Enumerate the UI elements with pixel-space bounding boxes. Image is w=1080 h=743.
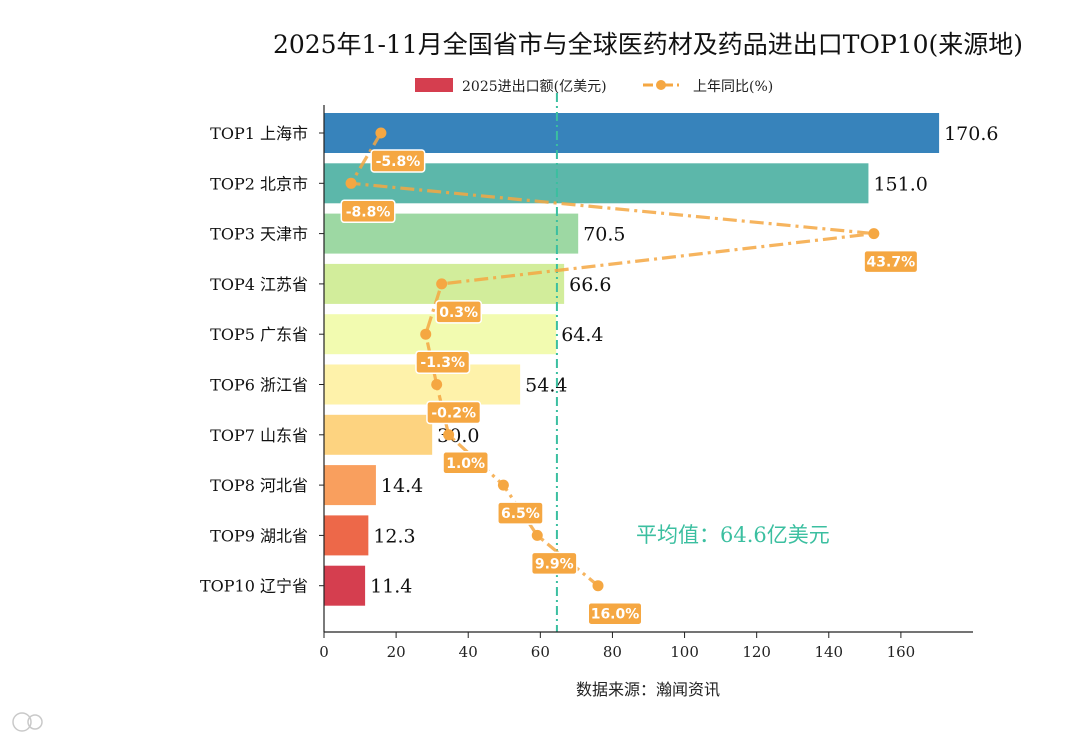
bar-value-label: 54.4 — [525, 375, 567, 397]
x-tick-label: 20 — [387, 643, 406, 661]
yoy-value-label: 0.3% — [439, 305, 478, 321]
yoy-badge: 6.5% — [497, 501, 544, 525]
x-tick-label: 0 — [319, 643, 329, 661]
yoy-badge: -8.8% — [340, 199, 396, 224]
y-tick-label: TOP1 上海市 — [210, 124, 308, 143]
bar-value-label: 66.6 — [569, 274, 611, 296]
yoy-badge: -0.2% — [426, 400, 482, 425]
yoy-value-label: 6.5% — [501, 506, 540, 522]
yoy-point — [436, 278, 448, 290]
y-axis-labels: TOP1 上海市 TOP2 北京市 TOP3 天津市 TOP4 江苏省 TOP5 广东省… — [200, 124, 308, 596]
yoy-value-label: 9.9% — [535, 556, 574, 572]
yoy-badge: -5.8% — [370, 149, 426, 173]
yoy-badge-box — [863, 249, 919, 274]
yoy-badge-box — [442, 451, 489, 475]
yoy-value-label: 16.0% — [591, 607, 640, 623]
bar-value-label: 12.3 — [373, 525, 415, 547]
yoy-badge: 9.9% — [530, 551, 578, 576]
yoy-line-group: -5.8% -8.8% 43.7% 0.3% -1.3% -0.2% 1.0% 6.5% 9.9… — [340, 127, 919, 626]
yoy-point — [420, 328, 432, 340]
yoy-point — [345, 177, 357, 189]
yoy-point — [375, 127, 387, 139]
yoy-point — [443, 429, 455, 441]
legend-line-label: 上年同比(%) — [693, 79, 773, 95]
bar-8 — [324, 465, 376, 506]
y-tick-label: TOP7 山东省 — [210, 426, 308, 445]
y-tick-label: TOP8 河北省 — [210, 476, 308, 495]
yoy-badge: 0.3% — [435, 300, 483, 324]
average-label: 平均值：64.6亿美元 — [636, 523, 830, 547]
x-tick-label: 40 — [459, 643, 478, 661]
y-tick-label: TOP9 湖北省 — [210, 526, 308, 545]
y-tick-label: TOP4 江苏省 — [210, 275, 308, 294]
bar-value-label: 11.4 — [370, 576, 412, 598]
y-tick-label: TOP3 天津市 — [210, 225, 308, 244]
bar-value-label: 170.6 — [944, 123, 998, 145]
y-tick-label: TOP6 浙江省 — [210, 376, 308, 395]
bar-value-label: 14.4 — [381, 475, 423, 497]
yoy-badge: 1.0% — [442, 451, 489, 475]
yoy-point — [431, 379, 443, 390]
x-tick-label: 60 — [531, 643, 550, 661]
yoy-badge: -1.3% — [415, 350, 471, 374]
y-tick-label: TOP2 北京市 — [210, 174, 308, 193]
legend-bar-swatch — [415, 78, 453, 92]
x-tick-label: 80 — [603, 643, 622, 661]
y-tick-label: TOP5 广东省 — [210, 325, 308, 344]
y-tick-label: TOP10 辽宁省 — [200, 577, 308, 596]
x-axis: 0 20 40 60 80 100 120 140 160 — [319, 105, 973, 661]
yoy-badge-box — [530, 551, 578, 576]
watermark-logo — [12, 712, 43, 732]
yoy-badge-box — [340, 199, 396, 224]
yoy-value-label: -8.8% — [346, 204, 391, 220]
legend-bar-label: 2025进出口额(亿美元) — [462, 79, 607, 95]
yoy-value-label: -5.8% — [376, 154, 421, 170]
bar-value-label: 64.4 — [561, 324, 603, 346]
yoy-badge: 43.7% — [863, 249, 919, 274]
yoy-badge-box — [415, 350, 471, 374]
yoy-badge-box — [497, 501, 544, 525]
yoy-value-label: 43.7% — [867, 255, 916, 271]
yoy-badge: 16.0% — [587, 601, 643, 626]
bar-7 — [324, 414, 433, 455]
yoy-value-label: 1.0% — [446, 456, 485, 472]
x-tick-label: 140 — [814, 643, 843, 661]
x-tick-label: 120 — [742, 643, 771, 661]
chart-title: 2025年1-11月全国省市与全球医药材及药品进出口TOP10(来源地) — [273, 30, 1023, 59]
bar-value-label: 151.0 — [873, 173, 927, 195]
yoy-badge-box — [587, 601, 643, 626]
bar-10 — [324, 565, 366, 606]
yoy-value-label: -0.2% — [431, 406, 476, 422]
x-tick-label: 160 — [887, 643, 916, 661]
yoy-badge-box — [426, 400, 482, 425]
yoy-value-label: -1.3% — [420, 355, 465, 371]
legend: 2025进出口额(亿美元) 上年同比(%) — [415, 78, 773, 95]
yoy-badge-box — [370, 149, 426, 173]
yoy-point — [531, 529, 543, 541]
yoy-point — [497, 479, 509, 491]
bar-1 — [324, 113, 940, 153]
average-line-group: 平均值：64.6亿美元 — [555, 93, 830, 632]
bar-9 — [324, 515, 369, 556]
legend-line-marker — [656, 80, 666, 90]
x-axis-label: 数据来源：瀚闻资讯 — [576, 680, 720, 699]
yoy-point — [868, 228, 880, 240]
yoy-point — [592, 580, 604, 592]
bar-value-label: 70.5 — [583, 224, 625, 246]
x-tick-label: 100 — [670, 643, 699, 661]
yoy-badge-box — [435, 300, 483, 324]
